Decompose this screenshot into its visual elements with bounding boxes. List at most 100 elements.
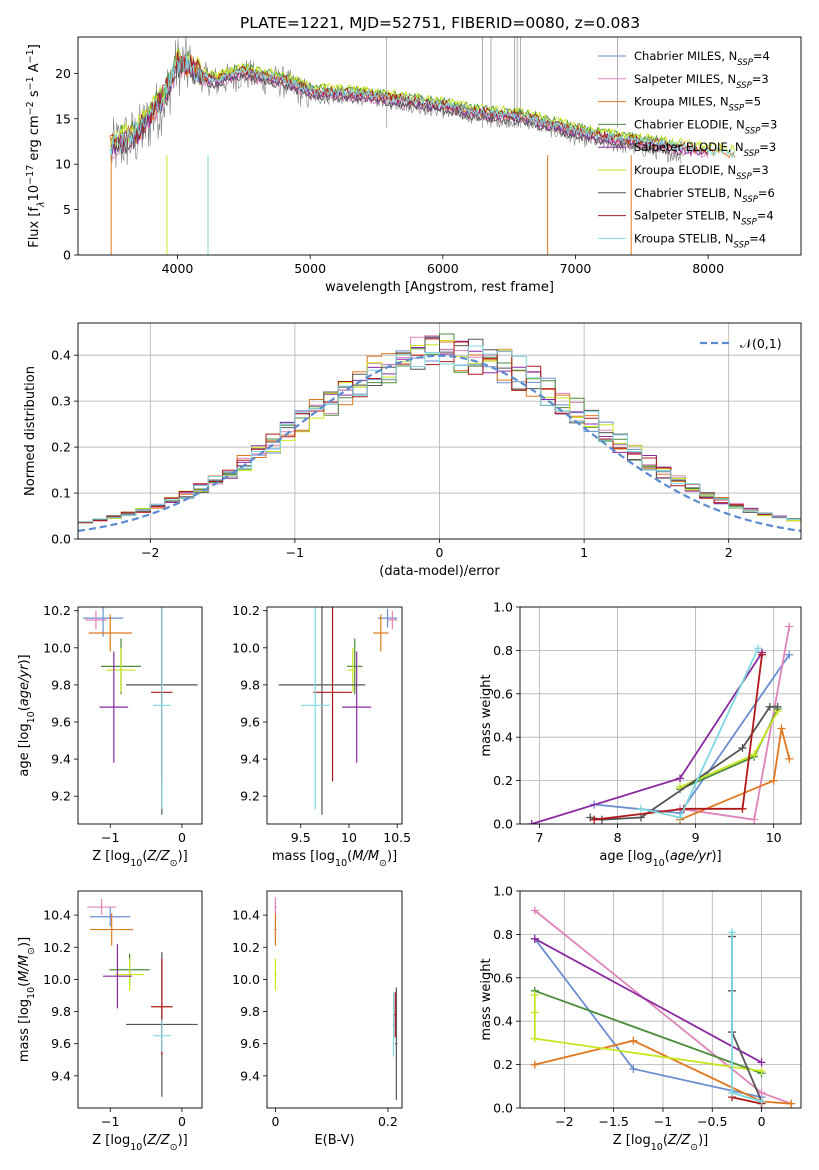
x-tick-label: 6000 bbox=[427, 261, 459, 276]
errorbar-point bbox=[395, 987, 398, 1100]
x-axis-label: wavelength [Angstrom, rest frame] bbox=[325, 280, 554, 295]
y-tick-label: 0.8 bbox=[493, 927, 513, 942]
weight-line bbox=[531, 652, 763, 824]
y-tick-label: 10.0 bbox=[43, 972, 71, 987]
y-tick-label: 0.8 bbox=[493, 643, 513, 658]
axes-frame bbox=[266, 890, 403, 1109]
x-tick-label: 9 bbox=[692, 830, 700, 845]
weight-marker bbox=[527, 820, 536, 824]
y-axis-label: Normed distribution bbox=[23, 366, 38, 496]
errorbar-point bbox=[99, 651, 129, 763]
y-tick-label: 10.4 bbox=[43, 908, 71, 923]
weight-marker bbox=[530, 1060, 539, 1069]
y-tick-label: 0.0 bbox=[493, 817, 513, 832]
y-tick-label: 9.8 bbox=[240, 677, 260, 692]
y-tick-label: 0.4 bbox=[493, 1014, 513, 1029]
figure-title: PLATE=1221, MJD=52751, FIBERID=0080, z=0… bbox=[240, 14, 640, 32]
weight-line bbox=[534, 989, 762, 1075]
weight-marker bbox=[590, 815, 599, 824]
weight-marker bbox=[676, 774, 685, 783]
weight-marker bbox=[530, 1034, 539, 1043]
x-tick-label: 0.2 bbox=[378, 1114, 398, 1129]
errorbar-point bbox=[103, 944, 132, 1009]
errorbar-point bbox=[300, 607, 330, 810]
x-tick-label: 8 bbox=[614, 830, 622, 845]
x-tick-label: −1 bbox=[101, 830, 119, 845]
mass_vs_EBV-panel: 0 0.2 9.4 9.6 9.8 10.0 10.2 10.4 E(B-V) bbox=[232, 890, 403, 1148]
weight-marker bbox=[636, 804, 645, 813]
x-tick-label: 9.5 bbox=[291, 830, 311, 845]
y-axis-label: age [log10(age/yr)] bbox=[17, 654, 37, 776]
legend-label: Chabrier MILES, NSSP=4 bbox=[634, 49, 770, 68]
y-tick-label: 10.2 bbox=[232, 603, 260, 618]
x-tick-label: −2 bbox=[141, 545, 159, 560]
weight-marker bbox=[785, 754, 794, 763]
legend-label: Salpeter ELODIE, NSSP=3 bbox=[634, 140, 776, 159]
y-tick-label: 0.6 bbox=[493, 970, 513, 985]
y-tick-label: 0.2 bbox=[493, 773, 513, 788]
y-tick-label: 10.0 bbox=[43, 640, 71, 655]
y-tick-label: 9.6 bbox=[51, 714, 71, 729]
y-tick-label: 0.0 bbox=[51, 532, 71, 547]
x-tick-label: 0 bbox=[178, 1114, 186, 1129]
y-tick-label: 9.8 bbox=[51, 677, 71, 692]
y-tick-label: 10.2 bbox=[43, 603, 71, 618]
y-tick-label: 9.6 bbox=[51, 1036, 71, 1051]
errorbar-point bbox=[387, 610, 398, 630]
x-tick-label: 5000 bbox=[294, 261, 326, 276]
errorbar-point bbox=[153, 607, 171, 810]
x-axis-label: Z [log10(Z/Z⊙)] bbox=[92, 1133, 187, 1153]
weight-line bbox=[534, 937, 763, 1064]
legend-label: Kroupa MILES, NSSP=5 bbox=[634, 95, 761, 114]
weight-marker bbox=[785, 650, 794, 659]
axes-frame bbox=[77, 606, 203, 825]
weight-marker bbox=[754, 644, 763, 653]
y-tick-label: 0.6 bbox=[493, 686, 513, 701]
axes-frame bbox=[77, 322, 802, 540]
age_vs_Z-plot-area bbox=[83, 607, 198, 815]
y-tick-label: 9.8 bbox=[240, 1004, 260, 1019]
x-axis-label: Z [log10(Z/Z⊙)] bbox=[92, 849, 187, 869]
age_vs_mass-panel: 9.5 10 10.5 9.2 9.4 9.6 9.8 10.0 10.2 mass [log10… bbox=[232, 603, 411, 869]
weight_vs_age-panel: 7 8 9 10 0.0 0.2 0.4 0.6 0.8 1.0 age [log10(age/yr… bbox=[479, 600, 802, 869]
weight-line bbox=[533, 995, 762, 1072]
x-tick-label: −1 bbox=[654, 1114, 672, 1129]
x-tick-label: 10 bbox=[766, 830, 782, 845]
weight-marker bbox=[629, 1064, 638, 1073]
x-tick-label: 0 bbox=[178, 830, 186, 845]
age_vs_Z-panel: −1 0 9.2 9.4 9.6 9.8 10.0 10.2 Z [log10(Z/Z⊙)] ag… bbox=[17, 603, 203, 869]
model-spectrum-line bbox=[110, 57, 682, 161]
weight-line bbox=[590, 705, 778, 821]
x-axis-label: mass [log10(M/M⊙)] bbox=[272, 849, 397, 869]
y-tick-label: 10.4 bbox=[232, 908, 260, 923]
y-axis-label: mass [log10(M/M⊙)] bbox=[17, 937, 37, 1062]
spectrum-legend: Chabrier MILES, NSSP=4 Salpeter MILES, NS… bbox=[598, 49, 777, 250]
y-tick-label: 9.6 bbox=[240, 1036, 260, 1051]
errorbar-point bbox=[313, 607, 352, 782]
weight-marker bbox=[757, 1058, 766, 1067]
spectrum-plot-area bbox=[109, 37, 736, 255]
x-tick-label: 7 bbox=[536, 830, 544, 845]
y-tick-label: 0 bbox=[63, 248, 71, 263]
y-tick-label: 0.2 bbox=[493, 1057, 513, 1072]
errorbar-point bbox=[90, 913, 134, 946]
weight-marker bbox=[530, 991, 539, 1000]
weight-marker bbox=[785, 622, 794, 631]
y-tick-label: 9.6 bbox=[240, 714, 260, 729]
errorbar-point bbox=[153, 1019, 171, 1052]
y-tick-label: 10.2 bbox=[43, 940, 71, 955]
x-tick-label: −1 bbox=[286, 545, 304, 560]
errorbar-point bbox=[88, 614, 132, 652]
spectrum-panel: 4000 5000 6000 7000 8000 0 5 10 15 20 wavelength [… bbox=[25, 36, 802, 295]
x-tick-label: 10.5 bbox=[383, 830, 411, 845]
x-tick-label: −1 bbox=[101, 1114, 119, 1129]
weight-marker bbox=[676, 813, 685, 822]
y-tick-label: 1.0 bbox=[493, 884, 513, 899]
weight-line bbox=[731, 932, 762, 1103]
mass_vs_Z-panel: −1 0 9.4 9.6 9.8 10.0 10.2 10.4 Z [log10(Z/Z⊙)] m… bbox=[17, 890, 203, 1153]
x-tick-label: −0.5 bbox=[697, 1114, 727, 1129]
errorbar-point bbox=[274, 897, 277, 917]
errorbar-point bbox=[274, 913, 277, 946]
mass_vs_Z-plot-area bbox=[87, 899, 198, 1097]
